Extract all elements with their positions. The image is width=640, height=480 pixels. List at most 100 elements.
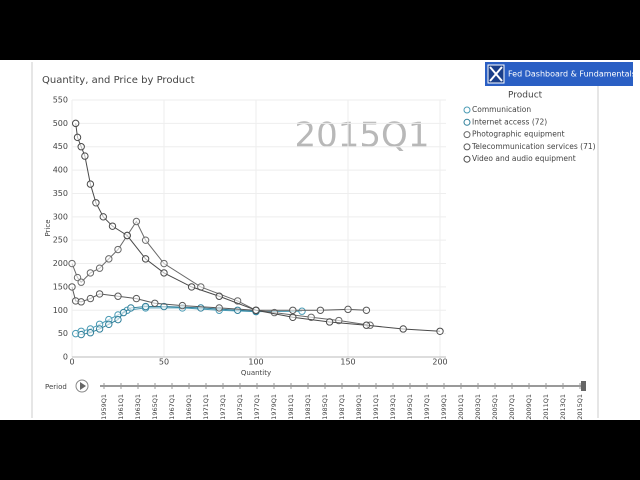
button-icon — [489, 66, 503, 82]
point — [77, 143, 85, 151]
y-tick-label: 550 — [53, 96, 68, 105]
period-tick-label: 1983Q1 — [304, 394, 312, 420]
point — [114, 315, 122, 324]
period-tick-label: 1979Q1 — [270, 394, 278, 420]
legend-label: Telecommunication services (71) — [471, 142, 596, 151]
point — [362, 321, 371, 329]
period-tick-label: 1967Q1 — [168, 394, 176, 420]
point — [86, 329, 95, 337]
chart-title: Quantity, and Price by Product — [42, 75, 195, 86]
period-label: Period — [45, 383, 67, 391]
point — [160, 302, 168, 311]
period-tick-label: 1973Q1 — [219, 394, 227, 420]
point — [77, 278, 85, 286]
x-tick-label: 0 — [69, 358, 74, 367]
y-tick-label: 0 — [63, 353, 68, 362]
point — [73, 273, 82, 282]
point — [197, 304, 205, 312]
period-tick-label: 1975Q1 — [236, 394, 244, 420]
y-tick-label: 200 — [53, 259, 68, 268]
period-tick-label: 1997Q1 — [423, 394, 431, 420]
y-tick-label: 450 — [53, 142, 68, 151]
point — [151, 299, 159, 307]
point — [399, 325, 407, 333]
legend-marker — [463, 131, 471, 139]
point — [92, 199, 100, 207]
period-tick-label: 1993Q1 — [389, 394, 397, 420]
period-tick-label: 2011Q1 — [542, 394, 550, 420]
button-label[interactable]: Fed Dashboard & Fundamentals — [508, 70, 636, 79]
point — [141, 236, 150, 244]
period-tick-label: 1969Q1 — [185, 394, 193, 420]
point — [344, 305, 352, 314]
y-tick-label: 300 — [53, 212, 68, 221]
x-tick-label: 100 — [248, 358, 263, 367]
period-tick-label: 2005Q1 — [491, 394, 499, 420]
period-tick-label: 1999Q1 — [440, 394, 448, 420]
period-tick-label: 2015Q1 — [576, 394, 584, 420]
point — [95, 290, 104, 298]
point — [68, 283, 76, 291]
point — [68, 259, 76, 268]
point — [289, 313, 297, 321]
point — [215, 292, 223, 300]
point — [105, 320, 113, 328]
legend-marker — [463, 118, 471, 126]
period-tick-label: 1987Q1 — [338, 394, 346, 420]
point — [73, 133, 82, 142]
y-tick-label: 250 — [53, 236, 68, 245]
point — [362, 306, 371, 314]
legend-marker — [463, 143, 471, 151]
y-tick-label: 50 — [58, 329, 68, 338]
legend-marker — [463, 106, 471, 114]
y-tick-label: 100 — [53, 306, 68, 315]
point — [77, 298, 85, 306]
period-tick-label: 1989Q1 — [355, 394, 363, 420]
point — [119, 308, 128, 317]
legend-label: Internet access (72) — [472, 117, 547, 126]
period-tick-label: 1995Q1 — [406, 394, 414, 420]
y-tick-label: 350 — [53, 189, 68, 198]
point — [252, 306, 260, 314]
point — [215, 304, 223, 312]
period-tick-label: 2007Q1 — [508, 394, 516, 420]
y-tick-label: 150 — [53, 282, 68, 291]
timeline-thumb[interactable] — [581, 381, 586, 391]
point — [132, 217, 141, 226]
point — [132, 294, 141, 303]
point — [160, 259, 168, 268]
point — [160, 269, 168, 277]
point — [178, 301, 187, 310]
period-tick-label: 1971Q1 — [202, 394, 210, 420]
point — [233, 306, 242, 314]
point — [108, 222, 117, 230]
legend-label: Photographic equipment — [472, 130, 565, 139]
point — [289, 306, 297, 314]
y-tick-label: 500 — [53, 119, 68, 128]
point — [95, 264, 104, 272]
period-tick-label: 2001Q1 — [457, 394, 465, 420]
x-tick-label: 50 — [159, 358, 169, 367]
y-tick-label: 400 — [53, 166, 68, 175]
point — [325, 318, 334, 326]
period-tick-label: 1965Q1 — [151, 394, 159, 420]
point — [141, 302, 150, 311]
legend-label: Communication — [472, 105, 531, 114]
point — [81, 152, 89, 160]
period-tick-label: 1977Q1 — [253, 394, 261, 420]
point — [298, 307, 306, 315]
play-icon — [80, 382, 86, 390]
point — [86, 180, 95, 188]
period-tick-label: 1963Q1 — [134, 394, 142, 420]
point — [99, 213, 107, 221]
period-tick-label: 1985Q1 — [321, 394, 329, 420]
dashboard-button[interactable] — [485, 62, 633, 86]
point — [123, 231, 131, 240]
point — [141, 255, 150, 263]
period-tick-label: 1991Q1 — [372, 394, 380, 420]
period-tick-label: 2003Q1 — [474, 394, 482, 420]
point — [114, 292, 122, 300]
period-tick-label: 1961Q1 — [117, 394, 125, 420]
x-tick-label: 200 — [432, 358, 447, 367]
